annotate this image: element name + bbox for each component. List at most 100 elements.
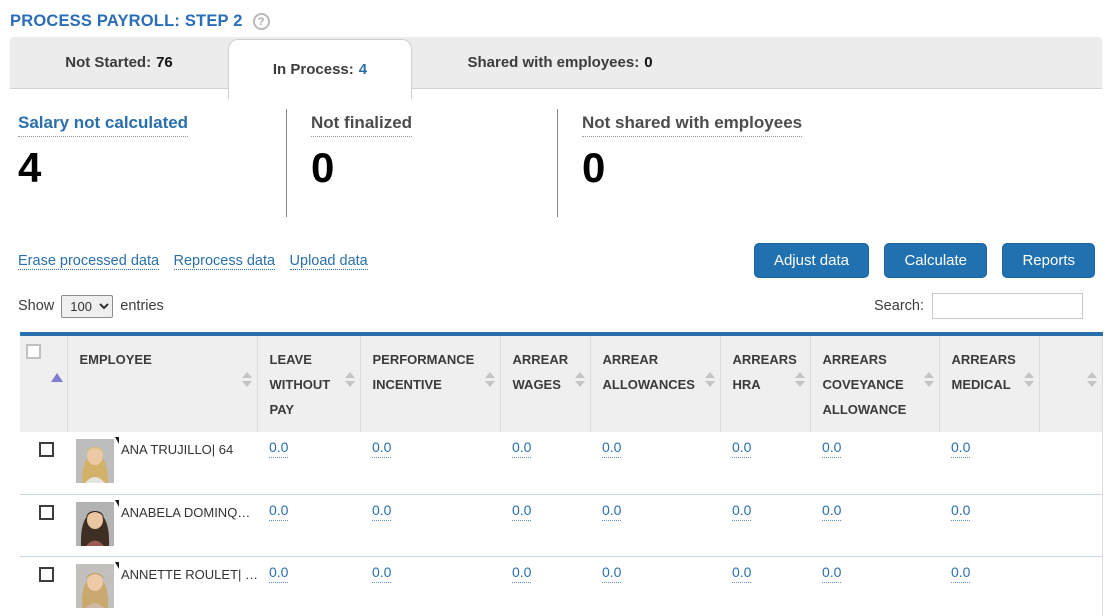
stat-value: 4 <box>18 144 42 191</box>
action-row: Erase processed data Reprocess data Uplo… <box>18 243 1095 278</box>
reports-button[interactable]: Reports <box>1002 243 1095 278</box>
stat-salary-not-calculated: Salary not calculated 4 <box>10 109 286 217</box>
editable-value[interactable]: 0.0 <box>269 564 289 583</box>
column-header-arrears-medical[interactable]: ARREARS MEDICAL <box>938 334 1039 432</box>
editable-value[interactable]: 0.0 <box>269 439 289 458</box>
editable-value[interactable]: 0.0 <box>512 502 532 521</box>
select-all-checkbox[interactable] <box>26 344 41 359</box>
search-label: Search: <box>874 298 924 314</box>
editable-value[interactable]: 0.0 <box>512 439 532 458</box>
status-tab-bar: Not Started: 76 In Process: 4 Shared wit… <box>10 37 1102 99</box>
sort-icon <box>794 372 805 387</box>
entries-label: entries <box>120 298 164 314</box>
show-label: Show <box>18 298 55 314</box>
editable-value[interactable]: 0.0 <box>269 502 289 521</box>
tab-label: In Process: <box>272 61 354 78</box>
column-header-performance-incentive[interactable]: PERFORMANCE INCENTIVE <box>359 334 500 432</box>
sort-icon <box>574 372 585 387</box>
employee-photo <box>76 502 114 546</box>
editable-value[interactable]: 0.0 <box>372 564 392 583</box>
editable-value[interactable]: 0.0 <box>822 439 842 458</box>
button-group: Adjust data Calculate Reports <box>743 243 1095 278</box>
stat-not-finalized: Not finalized 0 <box>286 109 557 217</box>
photo-flag-icon <box>115 437 119 451</box>
help-icon[interactable]: ? <box>252 13 270 30</box>
editable-value[interactable]: 0.0 <box>951 502 971 521</box>
sort-ascending-icon <box>51 373 63 382</box>
editable-value[interactable]: 0.0 <box>951 564 971 583</box>
photo-flag-icon <box>115 562 119 576</box>
table-controls-row: Show 100 entries Search: <box>18 293 1083 319</box>
tab-shared-with-employees[interactable]: Shared with employees: 0 <box>412 37 708 88</box>
employee-name: ANNETTE ROULET| … <box>121 567 257 582</box>
editable-value[interactable]: 0.0 <box>732 564 752 583</box>
search-input[interactable] <box>932 293 1083 319</box>
stat-label[interactable]: Not shared with employees <box>582 113 803 137</box>
calculate-button[interactable]: Calculate <box>884 243 988 278</box>
sort-icon <box>484 372 495 387</box>
row-checkbox[interactable] <box>39 566 54 582</box>
editable-value[interactable]: 0.0 <box>372 502 392 521</box>
editable-value[interactable]: 0.0 <box>822 564 842 583</box>
tab-count: 0 <box>644 54 653 71</box>
column-header-arrear-allowances[interactable]: ARREAR ALLOWANCES <box>589 334 720 432</box>
adjust-data-button[interactable]: Adjust data <box>753 243 870 278</box>
tab-count: 76 <box>156 54 173 71</box>
column-header-arrear-wages[interactable]: ARREAR WAGES <box>499 334 590 432</box>
row-checkbox[interactable] <box>39 504 54 520</box>
show-entries-control: Show 100 entries <box>18 294 164 318</box>
employee-cell: ANNETTE ROULET| … <box>67 556 257 616</box>
tab-label: Shared with employees: <box>467 54 640 71</box>
column-header-arrears-hra[interactable]: ARREARS HRA <box>719 334 810 432</box>
table-row: ANABELA DOMINQ… 0.0 0.0 0.0 0.0 0.0 0.0 … <box>20 493 1103 556</box>
photo-flag-icon <box>115 500 119 514</box>
editable-value[interactable]: 0.0 <box>602 564 622 583</box>
employee-cell: ANABELA DOMINQ… <box>67 494 257 556</box>
sort-icon <box>1086 372 1097 387</box>
employee-photo <box>76 564 114 608</box>
table-row: ANA TRUJILLO| 64 0.0 0.0 0.0 0.0 0.0 0.0… <box>20 432 1103 494</box>
payroll-table: EMPLOYEE LEAVE WITHOUT PAY PERFORMANCE I… <box>20 332 1103 616</box>
editable-value[interactable]: 0.0 <box>512 564 532 583</box>
editable-value[interactable]: 0.0 <box>822 502 842 521</box>
upload-data-link[interactable]: Upload data <box>289 252 368 270</box>
select-all-header[interactable] <box>20 334 67 432</box>
column-header-leave-without-pay[interactable]: LEAVE WITHOUT PAY <box>256 334 360 432</box>
stat-not-shared: Not shared with employees 0 <box>557 109 887 217</box>
column-header-arrears-coveyance-allowance[interactable]: ARREARS COVEYANCE ALLOWANCE <box>809 334 939 432</box>
entries-select[interactable]: 100 <box>61 294 114 318</box>
editable-value[interactable]: 0.0 <box>372 439 392 458</box>
editable-value[interactable]: 0.0 <box>732 502 752 521</box>
data-links: Erase processed data Reprocess data Uplo… <box>18 252 378 270</box>
tab-in-process[interactable]: In Process: 4 <box>228 39 412 99</box>
editable-value[interactable]: 0.0 <box>602 439 622 458</box>
sort-icon <box>704 372 715 387</box>
title-row: PROCESS PAYROLL: STEP 2 ? <box>0 0 1116 37</box>
tab-count: 4 <box>358 61 368 78</box>
page-title: PROCESS PAYROLL: STEP 2 <box>10 12 243 30</box>
employee-cell: ANA TRUJILLO| 64 <box>67 432 257 494</box>
stat-value: 0 <box>311 144 335 191</box>
editable-value[interactable]: 0.0 <box>951 439 971 458</box>
stat-value: 0 <box>582 144 606 191</box>
sort-icon <box>1023 372 1034 387</box>
table-header-row: EMPLOYEE LEAVE WITHOUT PAY PERFORMANCE I… <box>20 334 1103 432</box>
row-checkbox[interactable] <box>39 442 54 457</box>
column-header-extra[interactable] <box>1038 334 1103 432</box>
employee-name: ANABELA DOMINQ… <box>121 505 251 520</box>
employee-name: ANA TRUJILLO| 64 <box>121 442 234 457</box>
tab-label: Not Started: <box>65 54 152 71</box>
editable-value[interactable]: 0.0 <box>732 439 752 458</box>
stat-label[interactable]: Salary not calculated <box>18 113 189 137</box>
employee-photo <box>76 439 114 483</box>
erase-processed-data-link[interactable]: Erase processed data <box>18 252 160 270</box>
reprocess-data-link[interactable]: Reprocess data <box>173 252 276 270</box>
sort-icon <box>923 372 934 387</box>
tab-not-started[interactable]: Not Started: 76 <box>10 37 228 88</box>
sort-icon <box>241 372 252 387</box>
stat-label[interactable]: Not finalized <box>311 113 413 137</box>
search-control: Search: <box>874 293 1083 319</box>
column-header-employee[interactable]: EMPLOYEE <box>66 334 257 432</box>
sort-icon <box>344 372 355 387</box>
editable-value[interactable]: 0.0 <box>602 502 622 521</box>
